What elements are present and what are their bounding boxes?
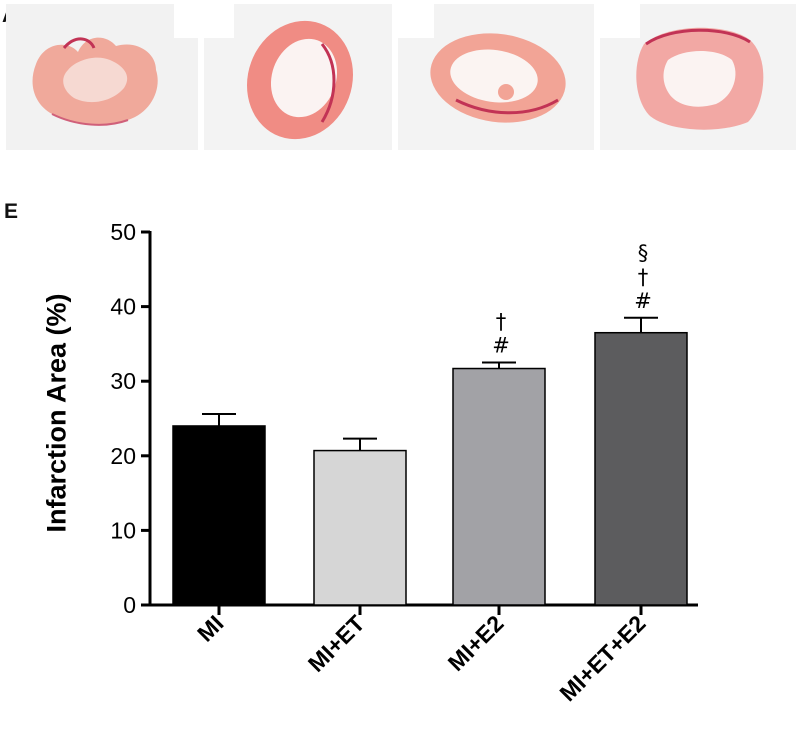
y-tick-label: 0 xyxy=(123,592,136,618)
x-tick-label: MI xyxy=(192,610,228,646)
bar xyxy=(594,331,688,606)
heart-section-photo-c xyxy=(398,4,594,150)
significance-mark: † xyxy=(638,265,649,289)
bar xyxy=(313,449,407,606)
x-tick-label: MI+E2 xyxy=(443,610,509,676)
y-tick-label: 30 xyxy=(110,368,136,394)
bar xyxy=(452,367,546,606)
significance-mark: # xyxy=(634,289,652,313)
bar xyxy=(172,425,266,606)
y-tick-label: 50 xyxy=(110,219,136,245)
y-tick-label: 10 xyxy=(110,517,136,543)
y-tick-label: 20 xyxy=(110,443,136,469)
x-tick-label: MI+ET+E2 xyxy=(554,610,650,706)
heart-section-photo-b xyxy=(204,4,392,150)
significance-mark: † xyxy=(496,310,507,334)
heart-section-photo-a xyxy=(6,4,198,150)
y-tick-label: 40 xyxy=(110,294,136,320)
panel-label-e: E xyxy=(4,200,19,223)
significance-mark: # xyxy=(492,334,510,358)
significance-mark: § xyxy=(638,241,649,265)
x-tick-label: MI+ET xyxy=(303,610,370,677)
heart-section-photo-d xyxy=(600,4,796,150)
